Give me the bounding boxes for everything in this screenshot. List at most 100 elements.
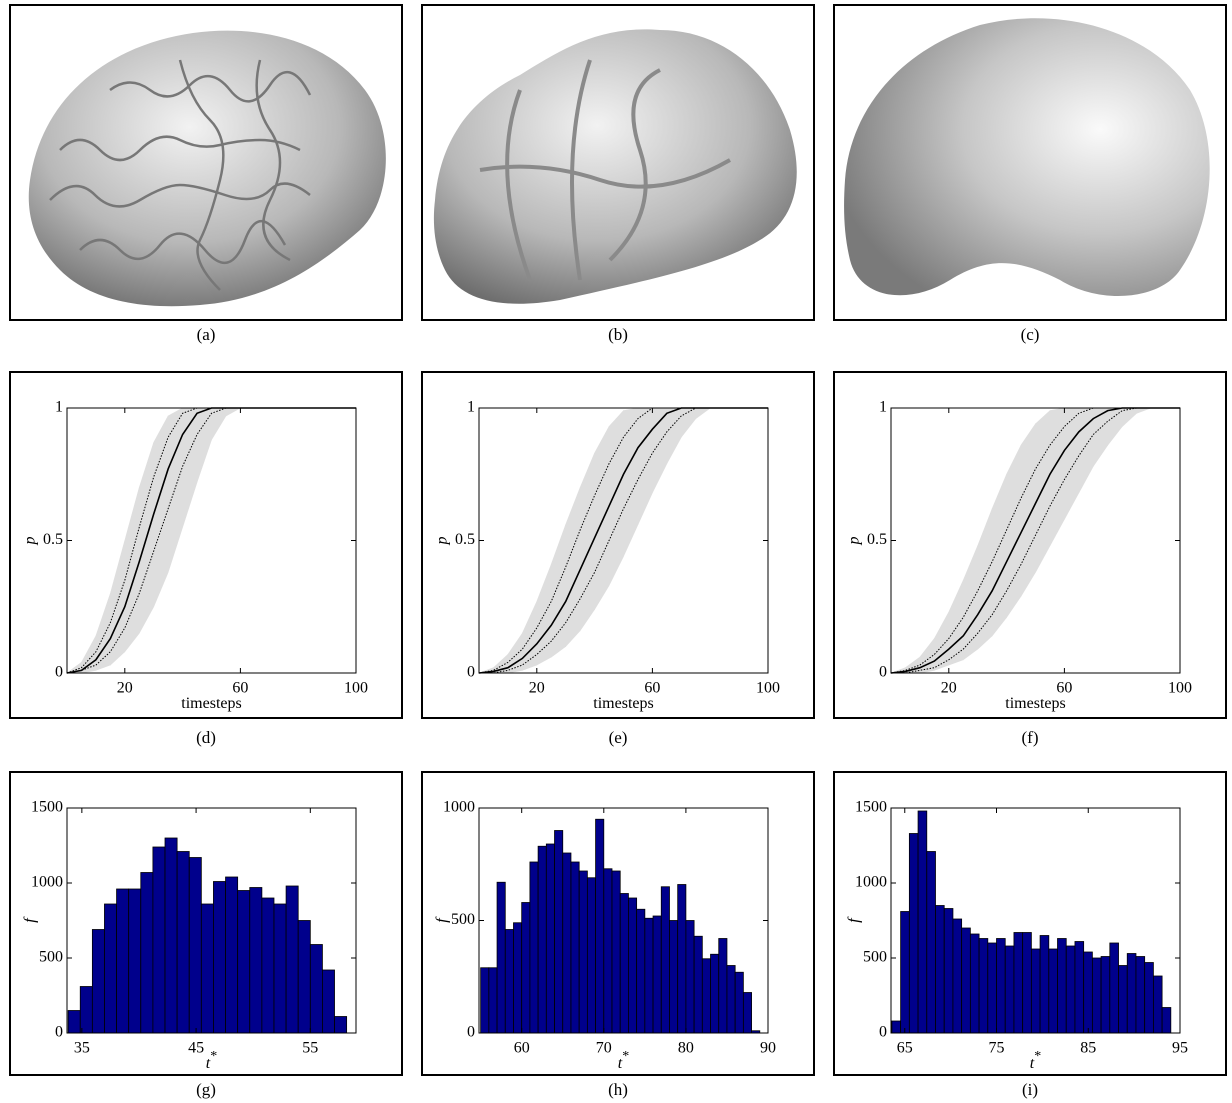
x-axis-label-text: t: [1030, 1055, 1035, 1072]
dotted-line: [478, 407, 768, 674]
x-tick-label: 60: [514, 1040, 530, 1057]
bar: [611, 870, 621, 1034]
x-tick-label: 80: [678, 1040, 694, 1057]
x-axis-label-sup: *: [1034, 1049, 1041, 1064]
bar: [1074, 941, 1085, 1034]
band: [962, 545, 979, 661]
bar: [537, 845, 547, 1034]
bar: [1065, 945, 1076, 1034]
bar: [273, 903, 287, 1034]
bar: [917, 810, 928, 1034]
bar: [188, 857, 202, 1034]
bar: [152, 846, 166, 1034]
bar: [529, 861, 539, 1034]
bar: [1135, 956, 1146, 1034]
caption: (g): [196, 1080, 216, 1099]
bar: [79, 986, 93, 1034]
bar: [570, 861, 580, 1034]
bar: [488, 967, 498, 1034]
band: [1107, 407, 1123, 446]
caption: (i): [1022, 1080, 1038, 1099]
band: [1064, 407, 1080, 520]
bar: [578, 870, 588, 1034]
plot: [890, 407, 1180, 674]
bar: [595, 818, 605, 1034]
bar: [513, 922, 523, 1034]
band: [167, 407, 183, 573]
dotted-line: [66, 407, 356, 674]
bar: [545, 843, 555, 1034]
bar: [1109, 942, 1119, 1034]
x-tick-label: 65: [897, 1040, 913, 1057]
caption: (a): [197, 325, 216, 344]
x-axis-label-text: t: [618, 1055, 623, 1072]
band: [1020, 422, 1036, 598]
band: [948, 580, 964, 666]
y-axis-label: p: [22, 537, 39, 546]
band: [522, 601, 538, 671]
bar: [480, 967, 490, 1034]
bar: [554, 830, 564, 1034]
bar: [249, 887, 263, 1034]
bar: [225, 876, 239, 1034]
bar: [285, 885, 299, 1034]
bar: [734, 971, 744, 1034]
x-axis-label: timesteps: [1005, 695, 1065, 712]
bar: [926, 851, 936, 1034]
y-tick-label: 1: [879, 399, 887, 416]
bar: [91, 929, 105, 1034]
bar: [1118, 965, 1128, 1034]
bar: [669, 920, 679, 1034]
band: [1006, 444, 1022, 619]
bar: [1039, 935, 1050, 1034]
bar: [718, 938, 728, 1034]
y-tick-label: 0: [467, 1024, 475, 1041]
bar: [128, 888, 142, 1034]
y-tick-label: 0.5: [455, 531, 475, 548]
bar: [261, 897, 275, 1034]
plot: [67, 837, 348, 1034]
bar: [1030, 948, 1041, 1034]
brain-surface: [844, 18, 1210, 297]
band: [608, 409, 624, 586]
bar: [943, 908, 954, 1034]
dotted-line: [891, 407, 1180, 674]
bar: [334, 1016, 348, 1034]
panel-frame: [833, 371, 1227, 719]
bar: [67, 1010, 81, 1034]
band: [196, 407, 212, 483]
y-axis-label: p: [434, 537, 451, 546]
bar: [660, 886, 670, 1034]
x-tick-label: 75: [989, 1040, 1005, 1057]
x-tick-label: 90: [760, 1040, 776, 1057]
brain-surface: [433, 29, 797, 304]
bar: [1100, 956, 1111, 1034]
y-tick-label: 0: [879, 1024, 887, 1041]
x-axis-label: t*: [206, 1049, 217, 1071]
bar: [652, 915, 662, 1034]
panel-frame: [9, 771, 403, 1076]
x-axis-label-sup: *: [622, 1049, 629, 1064]
bar: [1161, 1007, 1172, 1034]
bar: [1022, 932, 1032, 1034]
bar: [237, 890, 251, 1034]
caption: (e): [609, 728, 628, 747]
caption: (c): [1021, 325, 1040, 344]
bar: [521, 902, 531, 1034]
plot: [480, 818, 761, 1034]
bar: [908, 833, 919, 1034]
x-tick-label: 95: [1172, 1040, 1188, 1057]
brain-folds: [479, 59, 731, 281]
bar: [1144, 962, 1154, 1034]
x-axis-label-text: t: [206, 1055, 211, 1072]
bar: [701, 958, 711, 1034]
band: [550, 524, 567, 658]
x-tick-label: 20: [529, 680, 545, 697]
y-axis-label: f: [846, 916, 863, 923]
x-tick-label: 60: [1056, 680, 1072, 697]
x-axis-label-sup: *: [210, 1049, 217, 1064]
y-tick-label: 1: [467, 399, 475, 416]
band: [623, 407, 639, 557]
band: [565, 487, 581, 648]
x-axis-label: t*: [1030, 1049, 1041, 1071]
